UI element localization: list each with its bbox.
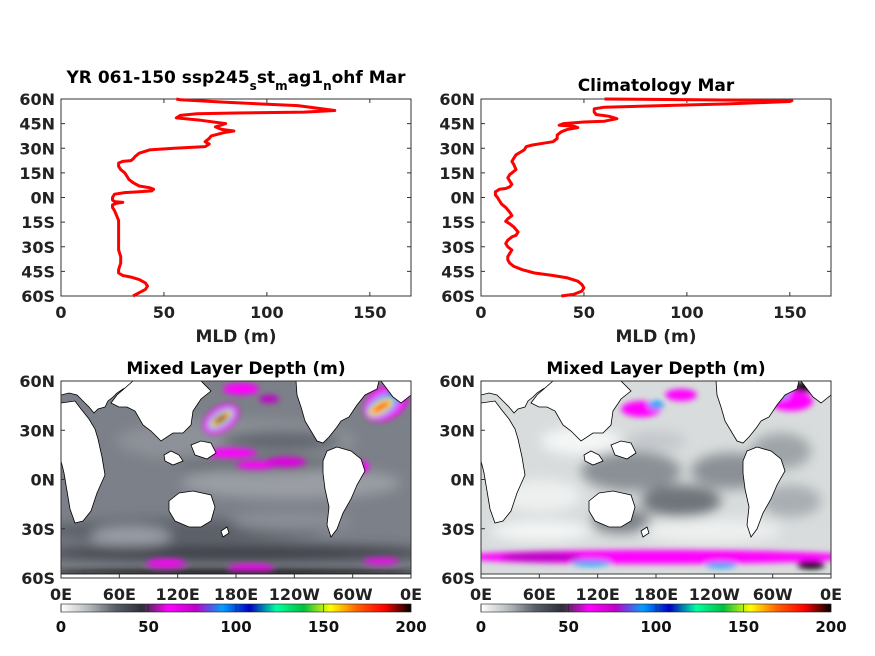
y-tick-label: 15S [21, 213, 55, 232]
colorbar-tick-label: 100 [640, 618, 671, 636]
map-right: Mixed Layer Depth (m) [439, 359, 846, 636]
x-tick-label: 120W [689, 585, 740, 604]
plot-title: YR 061-150 ssp245sstmag1nohf Mar [66, 68, 407, 93]
y-tick-label: 15N [439, 164, 475, 183]
y-tick-label: 60S [441, 287, 475, 306]
x-tick-label: 150 [773, 303, 806, 322]
y-tick-label: 15N [19, 164, 55, 183]
x-tick-label: 60E [103, 585, 136, 604]
y-tick-label: 0N [30, 471, 55, 490]
y-tick-label: 45S [21, 262, 55, 281]
profile-plot-left: YR 061-150 ssp245sstmag1nohf Mar 0 50 100 1… [19, 68, 412, 347]
x-tick-label: 0E [400, 585, 422, 604]
x-tick-label: 0E [50, 585, 72, 604]
x-tick-label: 60W [753, 585, 793, 604]
y-tick-label: 30S [441, 520, 475, 539]
x-tick-label: 0E [820, 585, 842, 604]
profile-plot-right: Climatology Mar 0 50 100 150 60N 45N 30N 15N 0N 1… [439, 76, 832, 347]
title-part: ag1 [288, 68, 323, 88]
y-tick-label: 60N [19, 90, 55, 109]
map-left: Mixed Layer Depth (m) [19, 359, 426, 636]
colorbar-tick-label: 0 [476, 618, 486, 636]
title-part-sub: m [275, 79, 288, 93]
colorbar-tick-label: 150 [728, 618, 759, 636]
x-tick-label: 150 [353, 303, 386, 322]
series-line [493, 97, 794, 298]
x-tick-label: 100 [250, 303, 283, 322]
x-tick-label: 0E [470, 585, 492, 604]
title-part: ohf Mar [332, 68, 406, 88]
y-tick-label: 15S [441, 213, 475, 232]
x-tick-label: 120W [269, 585, 320, 604]
y-tick-label: 30N [439, 421, 475, 440]
y-tick-label: 0N [450, 471, 475, 490]
y-tick-label: 0N [450, 189, 475, 208]
x-axis-label: MLD (m) [615, 327, 696, 347]
title-part: YR 061-150 ssp245 [66, 68, 250, 88]
colorbar-tick-label: 0 [56, 618, 66, 636]
x-tick-label: 60W [333, 585, 373, 604]
y-tick-label: 0N [30, 189, 55, 208]
x-tick-label: 180E [634, 585, 678, 604]
y-tick-label: 60S [441, 569, 475, 588]
x-tick-label: 120E [576, 585, 620, 604]
x-tick-label: 180E [214, 585, 258, 604]
x-tick-label: 50 [153, 303, 175, 322]
y-tick-label: 60S [21, 287, 55, 306]
x-tick-label: 60E [523, 585, 556, 604]
mld-field [61, 381, 411, 578]
title-part: st [257, 68, 275, 88]
y-tick-label: 60N [439, 90, 475, 109]
colorbar-tick-label: 200 [815, 618, 846, 636]
colorbar-tick-label: 100 [220, 618, 251, 636]
y-tick-label: 30S [441, 238, 475, 257]
colorbar-tick-label: 50 [138, 618, 159, 636]
x-tick-label: 0 [55, 303, 66, 322]
y-tick-label: 45S [441, 262, 475, 281]
y-tick-label: 30N [19, 139, 55, 158]
series-line [111, 97, 337, 298]
colorbar-tick-label: 150 [308, 618, 339, 636]
title-part-sub: n [323, 79, 332, 93]
y-tick-label: 30N [19, 421, 55, 440]
colorbar-tick-label: 200 [395, 618, 426, 636]
mld-field [481, 381, 831, 578]
plot-title: Climatology Mar [578, 76, 735, 96]
y-tick-label: 60N [439, 372, 475, 391]
x-axis-label: MLD (m) [195, 327, 276, 347]
y-tick-label: 30S [21, 520, 55, 539]
y-tick-label: 45N [19, 115, 55, 134]
y-tick-label: 30S [21, 238, 55, 257]
y-tick-label: 60N [19, 372, 55, 391]
y-tick-label: 45N [439, 115, 475, 134]
colorbar-tick-label: 50 [558, 618, 579, 636]
x-tick-label: 50 [573, 303, 595, 322]
map-title: Mixed Layer Depth (m) [126, 359, 345, 379]
y-tick-label: 60S [21, 569, 55, 588]
plot-area [480, 98, 832, 297]
title-part-sub: s [250, 79, 257, 93]
x-tick-label: 120E [156, 585, 200, 604]
y-tick-label: 30N [439, 139, 475, 158]
x-tick-label: 100 [670, 303, 703, 322]
map-title: Mixed Layer Depth (m) [546, 359, 765, 379]
x-tick-label: 0 [475, 303, 486, 322]
